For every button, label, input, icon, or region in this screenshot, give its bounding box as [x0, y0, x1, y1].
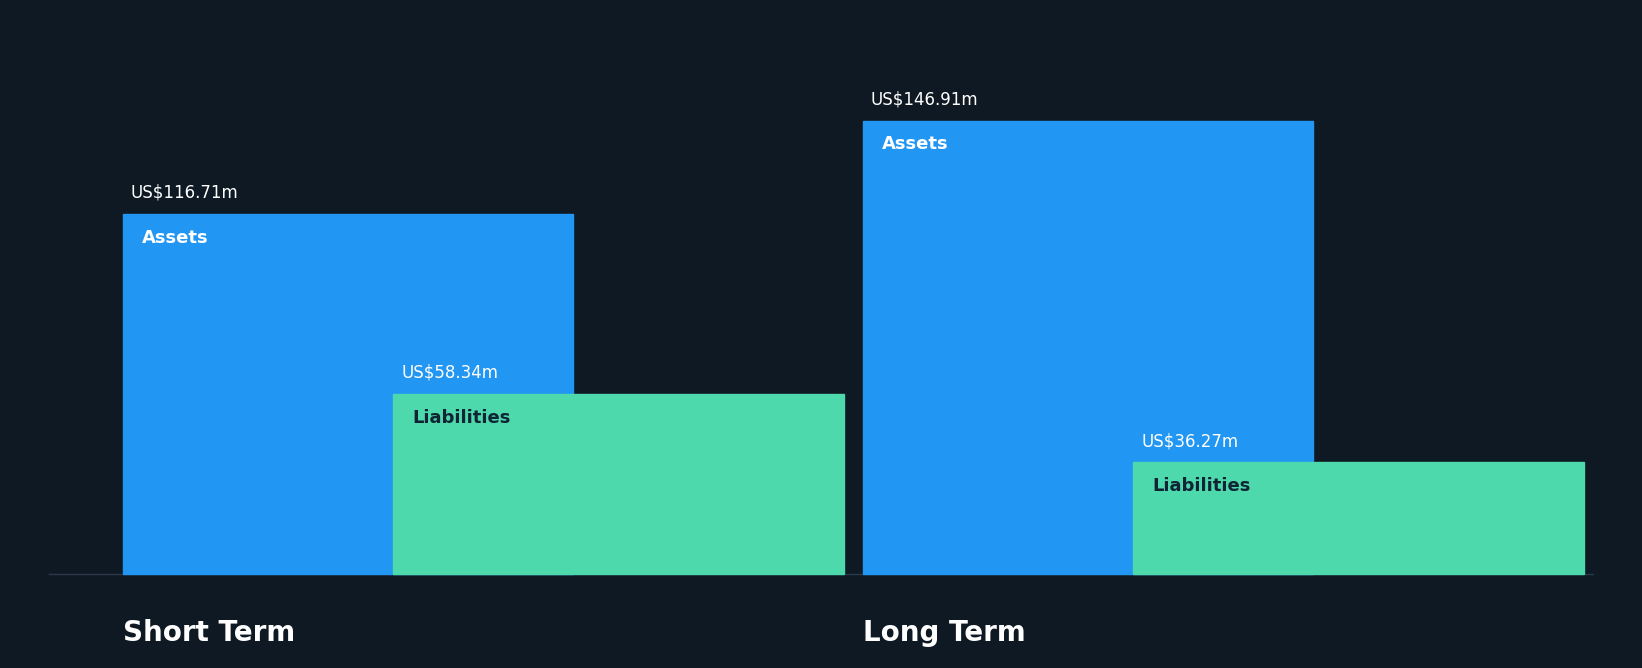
Text: Assets: Assets [882, 136, 949, 154]
Text: US$58.34m: US$58.34m [401, 364, 498, 382]
FancyBboxPatch shape [1133, 462, 1585, 574]
Text: US$146.91m: US$146.91m [870, 90, 979, 108]
FancyBboxPatch shape [862, 121, 1314, 574]
FancyBboxPatch shape [392, 394, 844, 574]
Text: US$116.71m: US$116.71m [131, 184, 238, 202]
Text: Liabilities: Liabilities [1153, 477, 1251, 495]
Text: US$36.27m: US$36.27m [1141, 432, 1238, 450]
FancyBboxPatch shape [123, 214, 573, 574]
Text: Short Term: Short Term [123, 619, 296, 647]
Text: Assets: Assets [141, 228, 209, 246]
Text: Liabilities: Liabilities [412, 409, 511, 427]
Text: Long Term: Long Term [862, 619, 1026, 647]
